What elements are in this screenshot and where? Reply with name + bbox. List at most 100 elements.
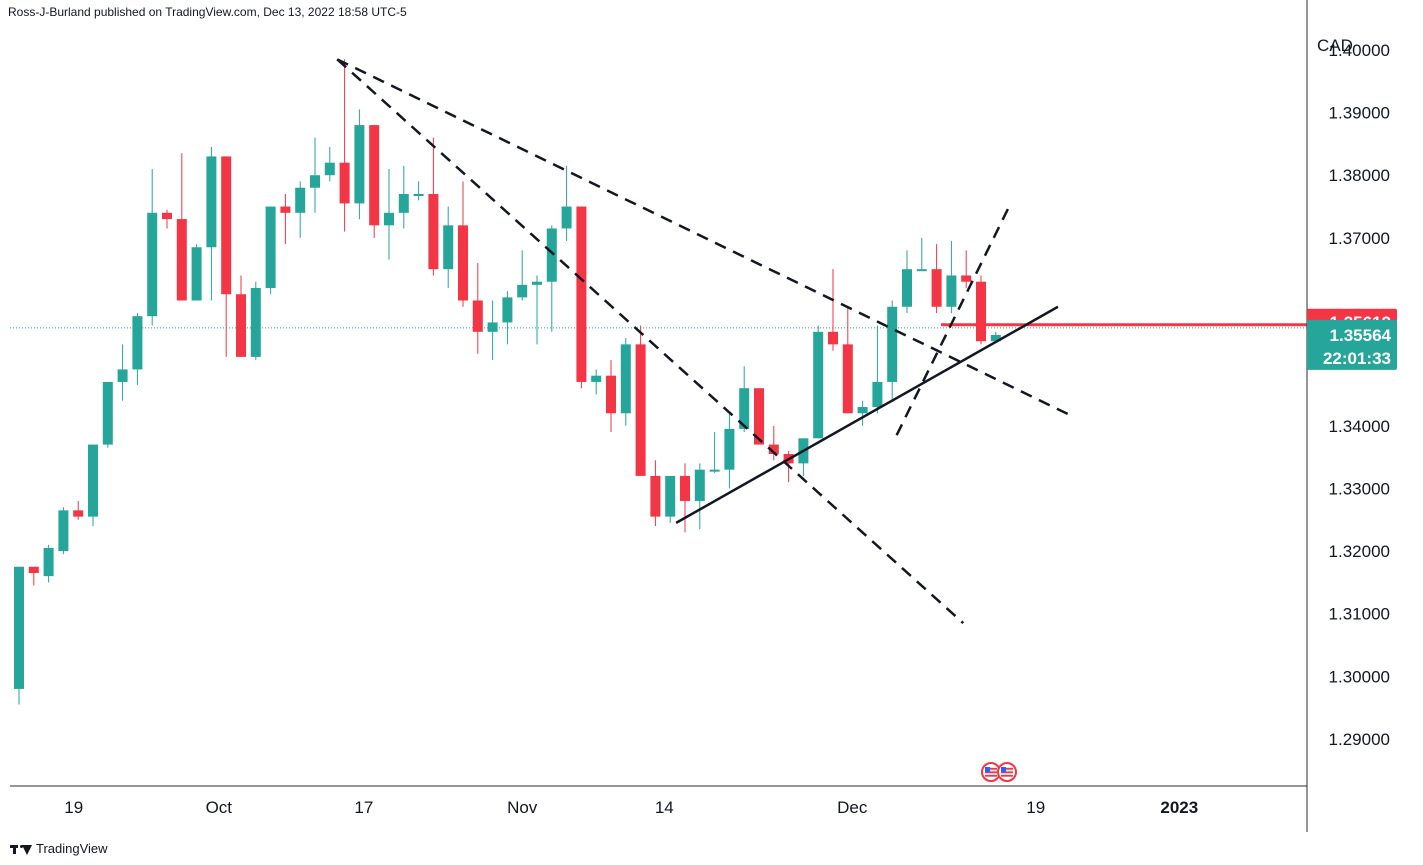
us-event-flag-icon xyxy=(997,762,1017,782)
candle-down xyxy=(73,500,84,520)
candle-body xyxy=(842,344,853,414)
candle-up xyxy=(443,206,454,288)
candle-down xyxy=(162,209,172,229)
candle-body xyxy=(102,381,113,445)
candle-down xyxy=(339,59,350,232)
candle-body xyxy=(561,206,572,229)
tradingview-logo[interactable]: TradingView xyxy=(10,841,108,856)
candle-body xyxy=(635,344,646,476)
candle-body xyxy=(43,547,54,577)
y-tick-label: 1.30000 xyxy=(1329,667,1390,686)
candle-down xyxy=(280,194,291,245)
candle-up xyxy=(532,275,542,345)
candle-down xyxy=(428,137,439,276)
candle-body xyxy=(221,156,232,295)
candle-body xyxy=(546,228,557,282)
countdown-timer-text: 22:01:33 xyxy=(1323,349,1391,368)
candle-up xyxy=(206,147,217,301)
candle-down xyxy=(472,262,483,354)
candle-up xyxy=(694,463,705,530)
candle-up xyxy=(990,331,1001,342)
candle-up xyxy=(872,325,883,414)
candle-down xyxy=(458,181,468,307)
candle-down xyxy=(176,153,187,301)
candle-up xyxy=(546,225,557,332)
candle-body xyxy=(694,469,705,501)
candle-body xyxy=(413,194,424,197)
y-tick-label: 1.29000 xyxy=(1329,730,1390,749)
candle-up xyxy=(265,206,276,295)
candle-down xyxy=(650,460,661,527)
x-tick-label: 14 xyxy=(655,798,674,817)
candle-up xyxy=(413,181,424,201)
candle-down xyxy=(754,388,764,445)
trendlines-layer xyxy=(336,58,1307,625)
candle-up xyxy=(857,400,868,426)
candle-down xyxy=(28,566,39,586)
candle-body xyxy=(739,388,750,429)
candle-body xyxy=(828,331,838,345)
candle-up xyxy=(43,544,54,583)
candle-body xyxy=(517,284,528,298)
candle-up xyxy=(147,168,158,326)
candle-down xyxy=(221,156,232,357)
candle-body xyxy=(354,125,365,204)
candle-down xyxy=(842,306,853,414)
y-tick-label: 1.31000 xyxy=(1329,605,1390,624)
candle-up xyxy=(102,381,113,448)
candle-body xyxy=(650,475,661,517)
candle-body xyxy=(472,300,483,332)
y-tick-label: 1.40000 xyxy=(1329,41,1390,60)
candle-body xyxy=(428,194,439,270)
candle-body xyxy=(813,331,824,439)
candle-body xyxy=(872,381,883,407)
candle-body xyxy=(487,322,498,332)
y-tick-label: 1.32000 xyxy=(1329,542,1390,561)
candle-up xyxy=(739,366,750,433)
dashed-trendline-0 xyxy=(336,58,965,625)
candle-up xyxy=(502,291,513,345)
us-event-flag-icon xyxy=(981,762,1001,782)
candle-body xyxy=(206,156,217,248)
x-tick-label: 17 xyxy=(354,798,373,817)
candle-body xyxy=(576,206,587,382)
x-tick-label: Nov xyxy=(507,798,538,817)
candle-up xyxy=(591,369,602,395)
candle-up xyxy=(709,432,720,473)
candle-up xyxy=(310,137,320,213)
candle-down xyxy=(976,275,986,345)
candle-up xyxy=(398,165,409,229)
candle-body xyxy=(28,566,39,574)
candle-body xyxy=(443,225,454,270)
candle-body xyxy=(857,407,868,414)
candle-down xyxy=(961,250,972,288)
candle-body xyxy=(132,316,143,370)
candle-body xyxy=(620,344,631,414)
publisher-caption: Ross-J-Burland published on TradingView.… xyxy=(8,5,407,19)
candle-body xyxy=(295,187,306,213)
candle-up xyxy=(324,147,335,182)
x-tick-label: Dec xyxy=(837,798,868,817)
y-tick-label: 1.38000 xyxy=(1329,166,1390,185)
candle-body xyxy=(946,275,957,307)
candle-up xyxy=(946,240,957,314)
candle-body xyxy=(916,269,927,272)
candle-up xyxy=(887,300,898,401)
candle-body xyxy=(176,219,187,301)
x-tick-label: 19 xyxy=(64,798,83,817)
y-tick-label: 1.37000 xyxy=(1329,229,1390,248)
candle-body xyxy=(14,566,24,689)
candle-body xyxy=(117,369,128,382)
candle-body xyxy=(665,475,676,517)
candle-body xyxy=(709,469,720,472)
dashed-trendline-1 xyxy=(336,58,1074,418)
candles-layer xyxy=(14,59,1001,705)
candle-up xyxy=(295,181,306,238)
candle-body xyxy=(724,428,735,470)
candle-up xyxy=(620,338,631,426)
price-label-green-text: 1.35564 xyxy=(1330,326,1392,345)
candle-body xyxy=(236,294,246,357)
